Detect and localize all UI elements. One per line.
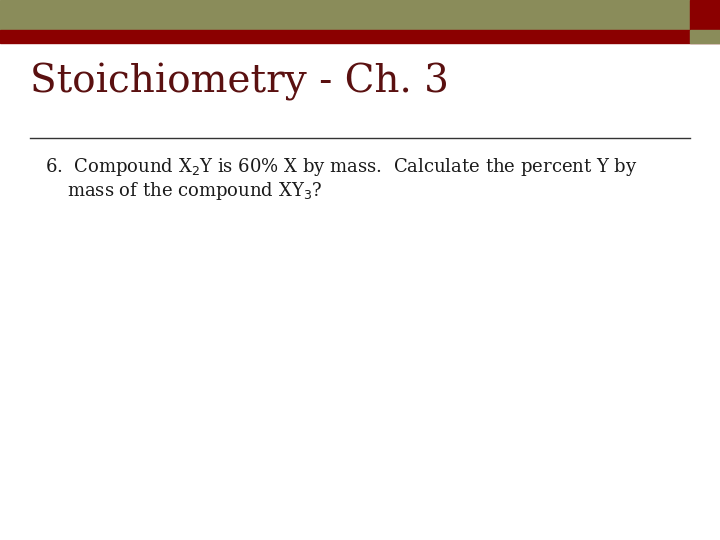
Bar [0,30,720,43]
Bar [690,30,720,43]
Text: 6.  Compound X$_2$Y is 60% X by mass.  Calculate the percent Y by: 6. Compound X$_2$Y is 60% X by mass. Cal… [45,156,638,178]
Bar [0,0,720,30]
Bar [690,0,720,30]
Text: mass of the compound XY$_3$?: mass of the compound XY$_3$? [67,180,323,202]
Text: Stoichiometry - Ch. 3: Stoichiometry - Ch. 3 [30,63,449,101]
